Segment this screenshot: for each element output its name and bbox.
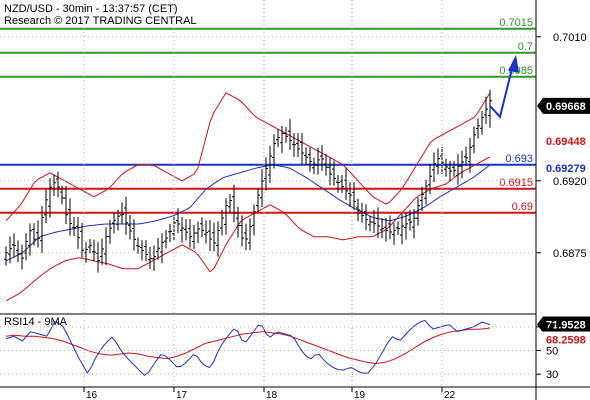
price-tag-label: 0.69279 xyxy=(546,163,586,175)
price-panel: 0.70150.70.69850.6930.69150.690.696680.6… xyxy=(0,17,590,302)
rsi-panel: 71.9528 68.2598 xyxy=(5,316,590,377)
moving-average-line xyxy=(5,164,491,262)
level-label: 0.7015 xyxy=(499,17,533,29)
price-tag-bg xyxy=(542,160,590,177)
chart-title: NZD/USD - 30min - 13:37:57 (CET) xyxy=(4,3,178,15)
x-tick-label: 17 xyxy=(176,390,188,400)
rsi-ma-tag-bg xyxy=(542,331,590,348)
copyright-text: Research © 2017 TRADING CENTRAL xyxy=(4,15,197,27)
bollinger-upper-line xyxy=(5,92,491,222)
forecast-arrow-line xyxy=(489,60,515,119)
x-tick-label: 22 xyxy=(444,390,456,400)
price-tag-bg xyxy=(537,97,590,114)
rsi-tick-label: 70 xyxy=(546,322,558,334)
price-tag-label: 0.69668 xyxy=(546,101,586,113)
rsi-value-tag-bg xyxy=(537,316,590,333)
rsi-line xyxy=(5,319,491,377)
x-tick-label: 16 xyxy=(86,390,98,400)
price-tag-label: 0.69448 xyxy=(546,136,586,148)
rsi-tick-label: 30 xyxy=(546,369,558,381)
level-label: 0.69 xyxy=(512,201,533,213)
rsi-value-tag: 71.9528 xyxy=(546,320,586,332)
level-label: 0.693 xyxy=(505,153,533,165)
rsi-tick-label: 50 xyxy=(546,346,558,358)
bollinger-lower-line xyxy=(5,156,491,302)
rsi-ma-line xyxy=(5,327,491,365)
y-tick-label: 0.6875 xyxy=(553,248,587,260)
x-tick-label: 19 xyxy=(354,390,366,400)
level-label: 0.6915 xyxy=(499,177,533,189)
price-tag-bg xyxy=(542,133,590,150)
forecast-arrow-head xyxy=(508,54,519,73)
y-tick-label: 0.7010 xyxy=(553,32,587,44)
rsi-ma-tag: 68.2598 xyxy=(546,335,586,347)
y-tick-label: 0.6920 xyxy=(553,176,587,188)
x-tick-label: 18 xyxy=(266,390,278,400)
level-label: 0.7 xyxy=(518,41,533,53)
rsi-title: RSI14 - 9MA xyxy=(4,316,68,328)
